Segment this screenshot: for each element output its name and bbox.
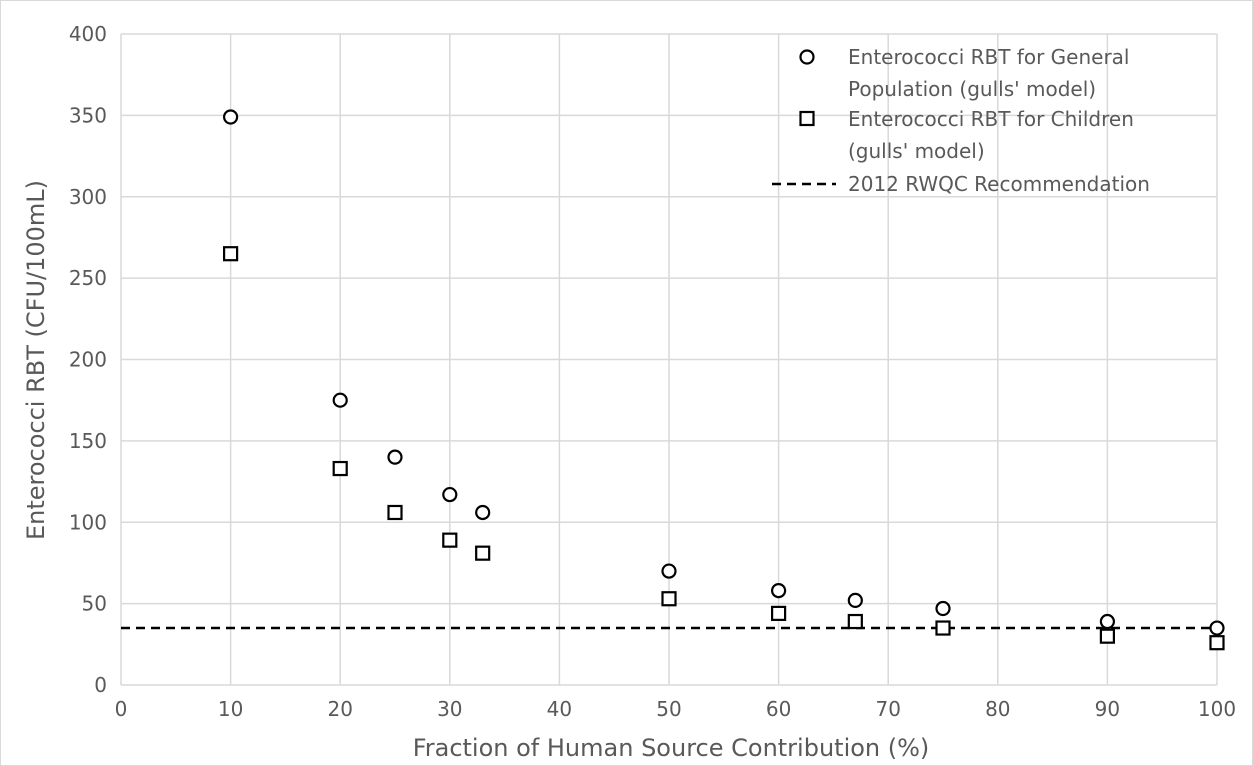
y-tick-label: 300 [69, 185, 107, 209]
children-point [661, 591, 677, 607]
y-tick-label: 50 [82, 592, 107, 616]
x-tick-label: 60 [766, 697, 791, 721]
children-point [1099, 628, 1116, 644]
grid-lines [120, 33, 1218, 686]
children-point [1209, 635, 1225, 651]
general-population-point [475, 504, 491, 521]
x-axis-title: Fraction of Human Source Contribution (%… [413, 734, 930, 762]
y-tick-label: 0 [94, 673, 107, 697]
x-tick-label: 80 [985, 697, 1010, 721]
general-population-point [1209, 620, 1225, 636]
general-population-point [770, 583, 787, 599]
legend-label-rwqc: 2012 RWQC Recommendation [848, 172, 1150, 196]
general-population-point [223, 109, 239, 125]
x-tick-label: 10 [218, 697, 243, 721]
x-tick-label: 90 [1095, 697, 1120, 721]
x-tick-label: 20 [327, 697, 352, 721]
legend-label-general-population: Enterococci RBT for General [848, 45, 1129, 69]
y-tick-label: 250 [69, 266, 107, 290]
x-tick-label: 100 [1198, 697, 1236, 721]
y-tick-label: 400 [69, 22, 107, 46]
legend-marker-square [799, 110, 815, 127]
x-tick-label: 50 [656, 697, 681, 721]
children-point [223, 246, 239, 262]
children-point [442, 532, 458, 548]
general-population-point [935, 600, 951, 617]
x-tick-label: 30 [437, 697, 462, 721]
general-population-point [387, 449, 403, 465]
general-population-point [1099, 613, 1116, 630]
legend-marker-circle [799, 49, 815, 65]
general-population-point [661, 563, 677, 579]
children-point [475, 545, 491, 561]
x-tick-label: 70 [875, 697, 900, 721]
legend-label-children: Enterococci RBT for Children [848, 107, 1134, 131]
y-axis-title: Enterococci RBT (CFU/100mL) [22, 180, 50, 540]
y-tick-label: 100 [69, 510, 107, 534]
children-point [332, 460, 348, 477]
y-tick-label: 150 [69, 429, 107, 453]
general-population-point [442, 486, 458, 503]
y-tick-label: 200 [69, 348, 107, 372]
children-point [935, 620, 951, 636]
general-population-point [332, 392, 348, 408]
children-point [770, 605, 787, 621]
x-tick-label: 0 [115, 697, 128, 721]
tick-labels: 0 10 20 30 40 50 60 70 80 90 100 0 50 100 150 200 250 300… [69, 22, 1236, 721]
data-points [223, 109, 1225, 651]
children-point [387, 504, 403, 521]
y-tick-label: 350 [69, 103, 107, 127]
children-point [847, 613, 863, 630]
general-population-point [847, 592, 863, 608]
legend: Enterococci RBT for General Population (g… [772, 45, 1150, 196]
legend-label-general-population: Population (gulls' model) [848, 77, 1096, 101]
legend-label-children: (gulls' model) [848, 139, 985, 163]
x-tick-label: 40 [547, 697, 572, 721]
